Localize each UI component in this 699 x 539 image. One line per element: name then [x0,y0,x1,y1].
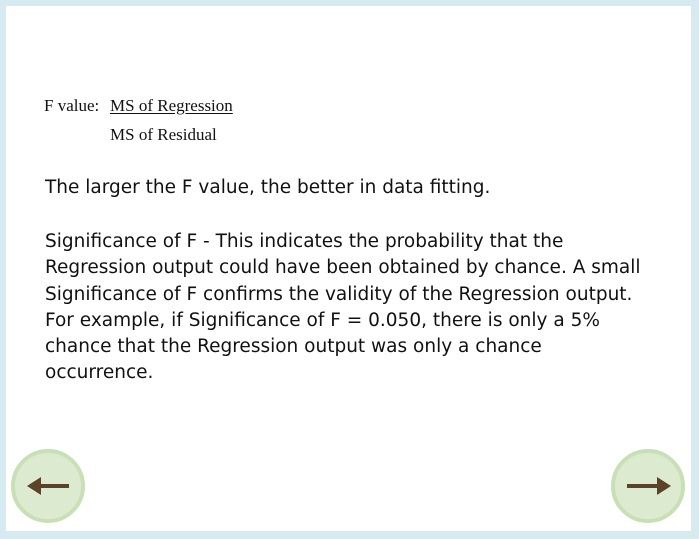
formula-denominator-row: MS of Residual [44,120,233,149]
previous-button[interactable] [11,449,85,523]
formula-denominator: MS of Residual [110,125,217,144]
formula-numerator: MS of Regression [110,96,233,115]
slide-frame [6,6,691,531]
formula-label: F value: [44,96,100,115]
next-button[interactable] [611,449,685,523]
f-value-explanation: The larger the F value, the better in da… [45,177,491,198]
significance-explanation: Significance of F - This indicates the p… [45,231,641,384]
arrow-left-icon [27,477,69,495]
formula-numerator-row: F value: MS of Regression [44,91,233,120]
arrow-right-icon [627,477,671,495]
f-value-formula: F value: MS of Regression MS of Residual [44,91,233,149]
